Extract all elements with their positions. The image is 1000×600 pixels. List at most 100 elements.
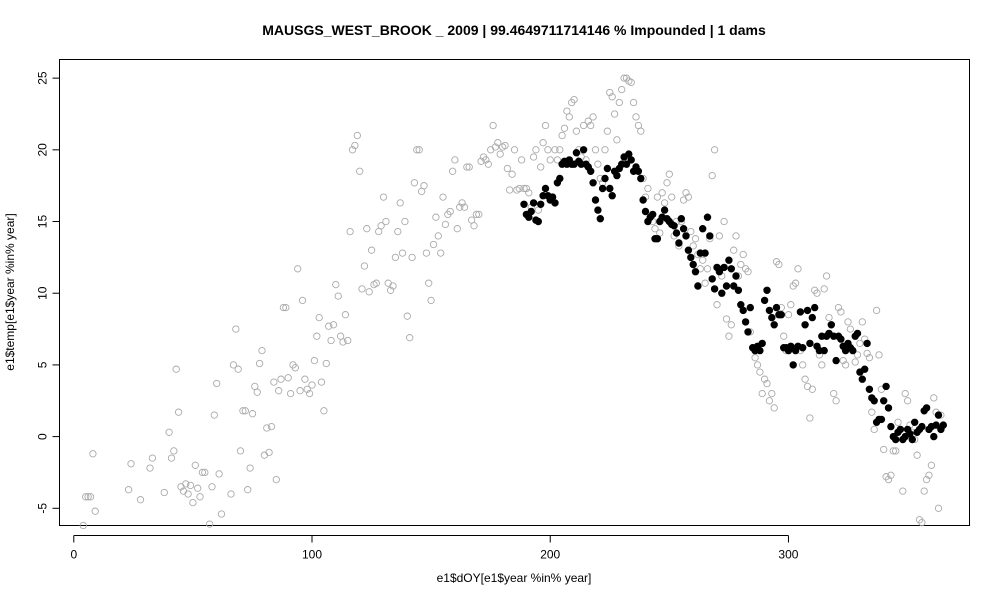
data-point-black-69 <box>684 246 693 254</box>
data-point-gray-123 <box>439 193 447 201</box>
data-point-gray-242 <box>722 315 731 323</box>
data-point-gray-142 <box>484 160 492 168</box>
data-point-black-102 <box>763 286 771 294</box>
data-point-gray-57 <box>282 303 290 312</box>
data-point-gray-269 <box>787 301 795 309</box>
data-point-gray-102 <box>389 282 397 290</box>
data-point-black-156 <box>892 435 900 444</box>
data-point-gray-238 <box>713 301 721 309</box>
data-point-black-64 <box>672 229 681 237</box>
data-point-black-67 <box>679 224 688 233</box>
data-point-gray-66 <box>303 385 311 393</box>
data-point-black-87 <box>727 265 735 273</box>
data-point-gray-228 <box>689 242 697 250</box>
data-point-gray-191 <box>601 146 609 154</box>
data-point-gray-69 <box>310 356 319 365</box>
data-point-gray-291 <box>839 356 847 365</box>
data-point-gray-229 <box>691 235 700 243</box>
data-point-gray-159 <box>525 189 533 197</box>
data-point-gray-43 <box>248 410 257 418</box>
data-point-gray-219 <box>668 193 676 201</box>
x-tick-label: 200 <box>540 548 560 562</box>
data-point-black-66 <box>677 214 685 223</box>
data-point-black-119 <box>803 306 812 315</box>
data-point-gray-233 <box>701 279 709 287</box>
data-point-black-6 <box>534 217 542 226</box>
data-point-black-154 <box>887 422 895 431</box>
data-point-gray-213 <box>653 193 662 201</box>
data-point-gray-9 <box>146 464 154 472</box>
data-point-gray-81 <box>339 338 347 346</box>
data-point-gray-85 <box>348 146 357 154</box>
data-point-gray-322 <box>913 451 921 459</box>
data-point-gray-256 <box>756 368 764 376</box>
data-point-black-105 <box>770 321 778 329</box>
data-point-gray-78 <box>332 280 340 289</box>
data-point-black-95 <box>746 303 754 312</box>
data-point-gray-184 <box>584 117 592 125</box>
data-point-gray-116 <box>422 249 431 257</box>
data-point-gray-67 <box>305 389 314 398</box>
data-point-gray-88 <box>356 167 364 175</box>
data-point-black-28 <box>587 167 595 175</box>
data-point-black-36 <box>606 184 614 193</box>
data-point-black-77 <box>703 213 712 221</box>
data-point-gray-260 <box>765 397 774 405</box>
data-point-gray-87 <box>353 131 361 140</box>
data-point-gray-100 <box>384 279 392 287</box>
data-point-gray-258 <box>760 375 769 383</box>
data-point-black-85 <box>722 282 731 290</box>
data-point-black-88 <box>730 282 738 290</box>
data-point-gray-89 <box>358 285 366 293</box>
data-point-gray-10 <box>148 454 157 462</box>
data-point-gray-2 <box>86 493 95 501</box>
data-point-gray-192 <box>603 127 612 135</box>
data-point-black-7 <box>537 200 545 208</box>
data-point-gray-83 <box>344 336 352 345</box>
data-point-gray-68 <box>308 381 316 389</box>
data-point-gray-98 <box>379 193 388 201</box>
data-point-black-35 <box>603 164 612 173</box>
data-point-gray-105 <box>396 199 404 207</box>
data-point-black-86 <box>725 256 733 264</box>
data-point-gray-174 <box>560 124 569 132</box>
data-point-gray-16 <box>174 408 183 416</box>
data-point-black-78 <box>706 232 714 240</box>
data-point-gray-149 <box>501 141 509 150</box>
data-point-gray-168 <box>546 156 554 164</box>
data-point-gray-289 <box>834 303 843 312</box>
data-point-gray-21 <box>186 481 195 490</box>
data-point-gray-76 <box>327 336 335 345</box>
data-point-gray-53 <box>272 475 280 484</box>
data-point-black-117 <box>799 344 807 352</box>
data-point-gray-46 <box>255 359 264 368</box>
data-point-black-116 <box>796 308 805 316</box>
data-point-gray-217 <box>663 179 671 187</box>
data-point-gray-82 <box>341 311 350 319</box>
data-point-black-103 <box>765 306 774 315</box>
data-point-gray-225 <box>682 189 690 197</box>
data-point-gray-280 <box>813 289 821 297</box>
data-point-black-75 <box>699 224 707 233</box>
data-point-black-108 <box>777 311 785 319</box>
data-point-black-122 <box>811 303 819 312</box>
data-point-black-90 <box>734 286 743 294</box>
data-point-gray-32 <box>215 470 223 478</box>
data-point-black-138 <box>849 346 857 355</box>
data-point-black-33 <box>598 184 607 193</box>
data-point-black-76 <box>701 249 709 257</box>
data-point-gray-249 <box>739 250 747 259</box>
data-point-gray-244 <box>727 321 735 329</box>
data-point-black-49 <box>637 174 645 183</box>
data-point-gray-185 <box>587 121 595 130</box>
data-point-gray-146 <box>494 139 502 147</box>
data-point-gray-241 <box>720 217 728 226</box>
data-point-gray-1 <box>84 493 92 501</box>
plot-area-frame <box>59 59 970 526</box>
data-point-black-70 <box>687 253 695 262</box>
data-point-black-112 <box>787 342 795 350</box>
data-point-black-169 <box>922 404 931 412</box>
data-point-gray-65 <box>301 375 309 383</box>
data-point-black-173 <box>932 421 940 429</box>
